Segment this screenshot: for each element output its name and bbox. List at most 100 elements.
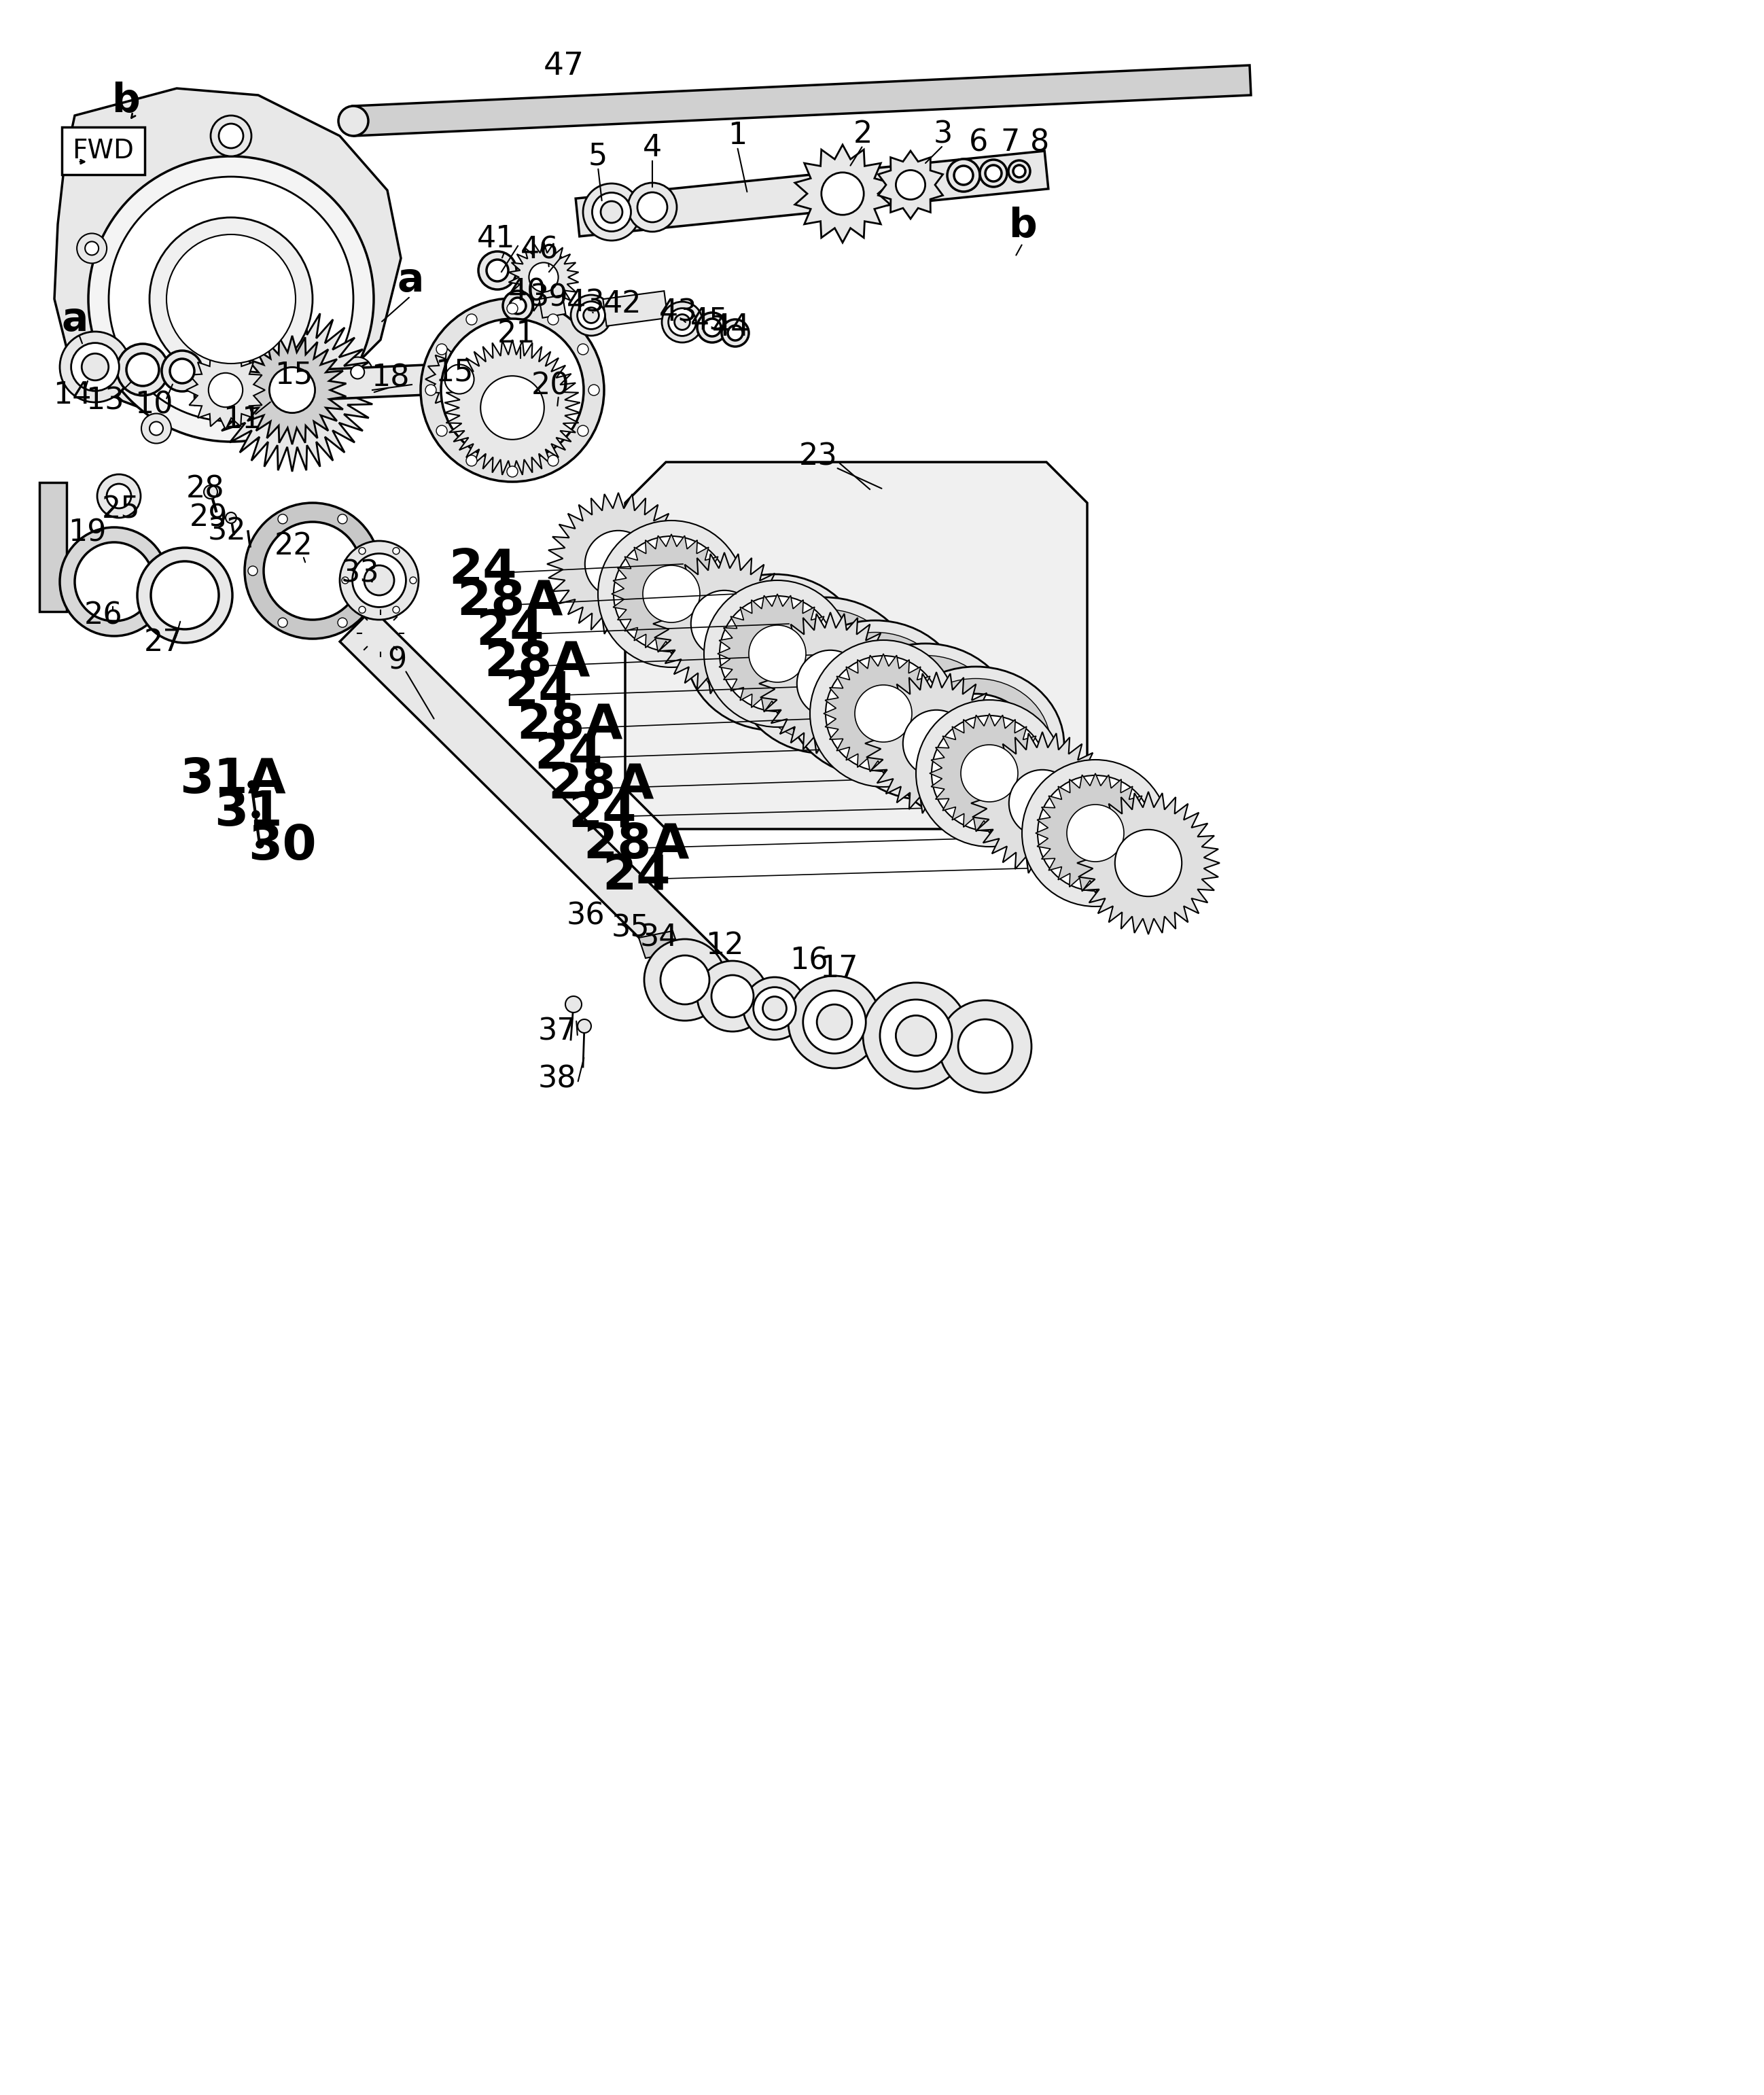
Ellipse shape	[850, 656, 1000, 788]
Circle shape	[351, 365, 365, 379]
Circle shape	[353, 553, 406, 608]
Circle shape	[822, 172, 864, 216]
Text: 21: 21	[497, 321, 536, 350]
Text: 9: 9	[388, 645, 406, 675]
Text: 46: 46	[520, 235, 559, 264]
Text: 13: 13	[85, 385, 123, 415]
Polygon shape	[508, 241, 579, 312]
Circle shape	[342, 356, 372, 388]
Circle shape	[704, 318, 721, 337]
Polygon shape	[210, 308, 374, 471]
Ellipse shape	[787, 620, 963, 777]
Circle shape	[81, 354, 109, 381]
Circle shape	[602, 201, 623, 222]
Circle shape	[85, 241, 99, 256]
Text: 8: 8	[1030, 128, 1050, 157]
Text: 29: 29	[189, 503, 228, 532]
Circle shape	[1013, 166, 1025, 178]
Text: 41: 41	[476, 224, 515, 253]
Circle shape	[1009, 769, 1076, 836]
Circle shape	[817, 1004, 852, 1039]
Circle shape	[958, 1020, 1013, 1073]
Circle shape	[226, 513, 236, 524]
Circle shape	[436, 344, 446, 354]
Circle shape	[564, 997, 582, 1012]
Circle shape	[393, 547, 400, 555]
Circle shape	[1067, 804, 1124, 861]
Ellipse shape	[700, 587, 850, 719]
Text: 37: 37	[538, 1016, 577, 1045]
Circle shape	[358, 547, 365, 555]
Circle shape	[598, 520, 744, 668]
Circle shape	[931, 716, 1048, 832]
Circle shape	[506, 467, 519, 478]
Polygon shape	[970, 731, 1113, 874]
Circle shape	[669, 308, 697, 335]
Text: 25: 25	[102, 494, 139, 524]
Text: 6: 6	[968, 128, 988, 157]
Circle shape	[510, 297, 526, 314]
Text: 15: 15	[434, 358, 473, 388]
Ellipse shape	[737, 597, 914, 754]
Circle shape	[219, 124, 243, 149]
Circle shape	[880, 999, 953, 1073]
Circle shape	[127, 354, 159, 385]
Circle shape	[753, 987, 796, 1029]
Text: 23: 23	[799, 442, 838, 471]
Polygon shape	[864, 672, 1007, 815]
Polygon shape	[187, 350, 265, 429]
Text: 24: 24	[476, 608, 543, 656]
Ellipse shape	[686, 574, 863, 731]
Ellipse shape	[801, 633, 951, 765]
Text: 24: 24	[534, 731, 603, 779]
Circle shape	[748, 624, 806, 683]
Text: 5: 5	[589, 142, 607, 172]
Circle shape	[691, 591, 759, 658]
Circle shape	[109, 176, 353, 421]
Text: 28A: 28A	[457, 578, 563, 626]
Text: 44: 44	[713, 312, 750, 341]
Text: b: b	[1009, 205, 1037, 245]
Text: 28A: 28A	[517, 702, 623, 750]
Circle shape	[150, 218, 312, 381]
Polygon shape	[930, 714, 1050, 834]
Text: 42: 42	[603, 289, 642, 318]
Circle shape	[152, 561, 219, 628]
Polygon shape	[653, 553, 796, 696]
Circle shape	[577, 344, 589, 354]
Text: 38: 38	[538, 1064, 577, 1094]
Text: 45: 45	[690, 306, 729, 335]
Circle shape	[116, 344, 169, 396]
Circle shape	[393, 605, 400, 614]
Polygon shape	[39, 482, 67, 612]
Polygon shape	[1035, 773, 1155, 892]
Circle shape	[141, 413, 171, 444]
Circle shape	[711, 974, 753, 1018]
Text: FWD: FWD	[72, 138, 134, 163]
Circle shape	[662, 302, 702, 341]
Circle shape	[409, 576, 416, 585]
Circle shape	[762, 997, 787, 1020]
Circle shape	[586, 530, 651, 597]
Text: 43: 43	[660, 297, 697, 327]
Text: 3: 3	[933, 119, 953, 149]
Text: 31: 31	[215, 790, 282, 836]
Polygon shape	[759, 612, 901, 754]
Circle shape	[577, 1020, 591, 1033]
Text: 36: 36	[566, 901, 605, 930]
Ellipse shape	[750, 610, 900, 742]
Polygon shape	[353, 65, 1251, 136]
Circle shape	[162, 350, 203, 392]
Circle shape	[589, 385, 600, 396]
Circle shape	[1115, 830, 1182, 897]
Circle shape	[674, 314, 690, 329]
Polygon shape	[639, 930, 679, 957]
Circle shape	[506, 304, 519, 314]
Circle shape	[789, 976, 880, 1068]
Circle shape	[572, 295, 612, 335]
Circle shape	[721, 318, 748, 346]
Circle shape	[729, 325, 743, 341]
Circle shape	[249, 566, 258, 576]
Circle shape	[466, 314, 476, 325]
Circle shape	[342, 576, 349, 585]
